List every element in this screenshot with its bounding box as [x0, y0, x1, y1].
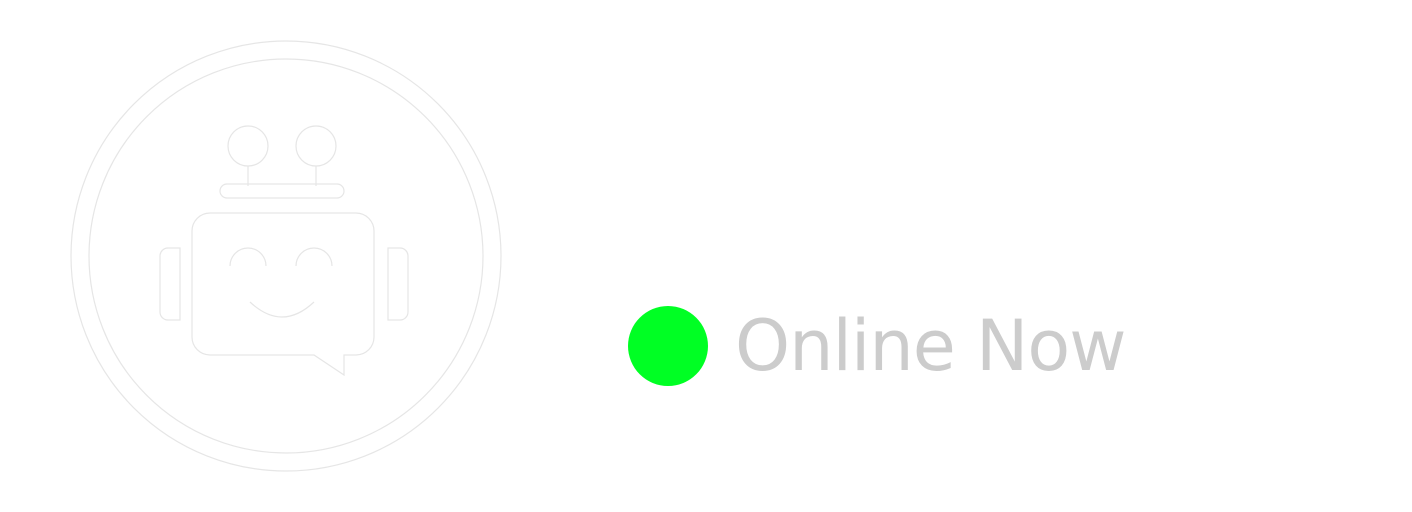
robot-chat-icon: [70, 40, 502, 472]
antenna-base: [219, 183, 345, 199]
robot-ear-right: [387, 247, 409, 321]
robot-smile: [249, 301, 315, 318]
robot-ear-left: [159, 247, 181, 321]
status-indicator-dot: [628, 306, 708, 386]
status-label: Online Now: [735, 305, 1126, 387]
robot-head: [191, 212, 375, 377]
robot-eye-right: [295, 247, 333, 267]
antenna-left-ball: [227, 125, 269, 167]
chatbot-avatar: [60, 38, 512, 474]
avatar-outer-ring: [70, 40, 502, 472]
online-status: Online Now: [628, 305, 1126, 387]
avatar-inner-ring: [88, 58, 484, 454]
antenna-right-ball: [295, 125, 337, 167]
robot-eye-left: [229, 247, 267, 267]
